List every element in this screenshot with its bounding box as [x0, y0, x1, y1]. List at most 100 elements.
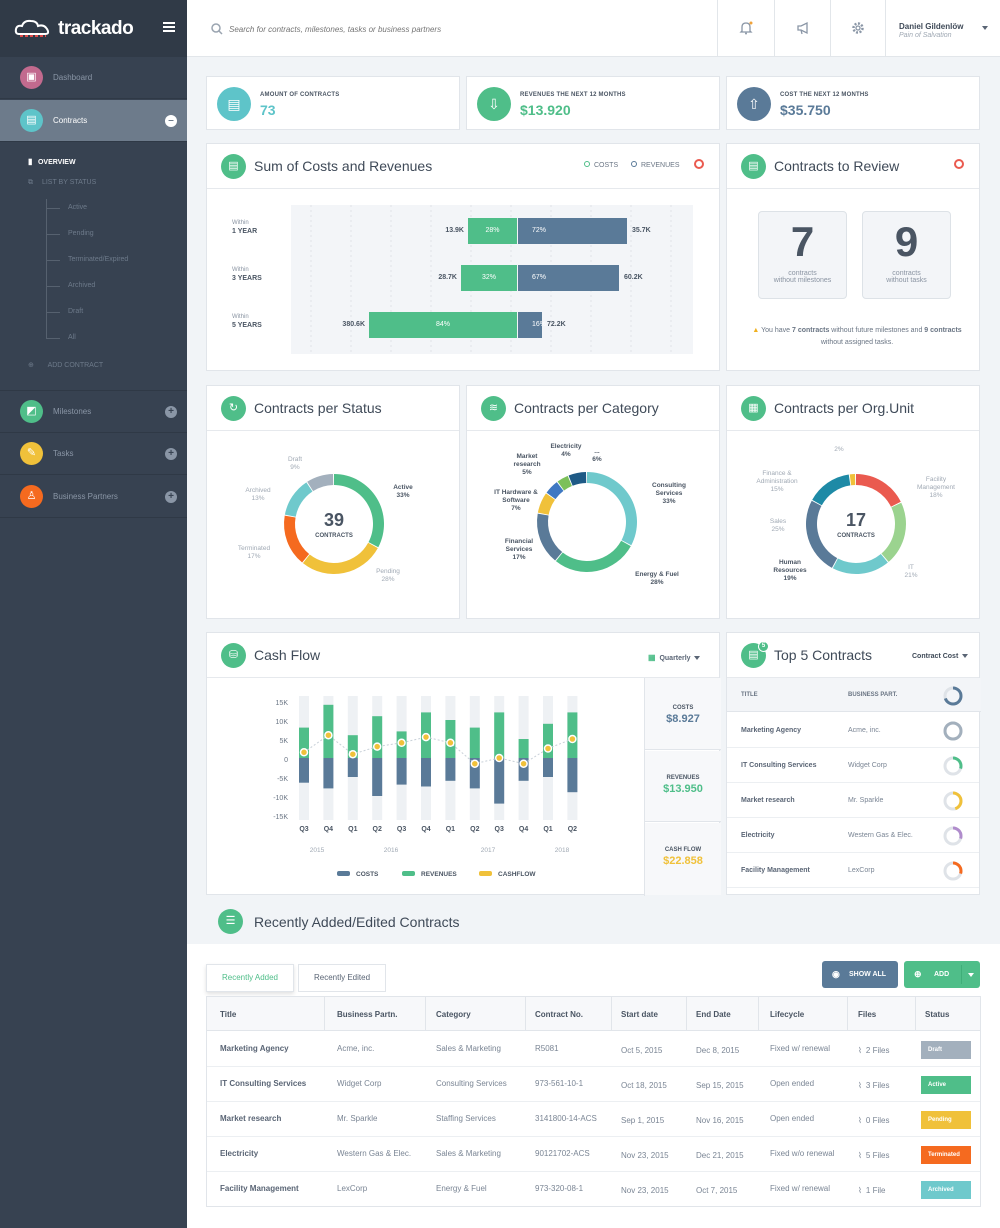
column-header[interactable]: Status [925, 1010, 950, 1019]
revenue-bar[interactable]: 16% [518, 312, 546, 338]
table-row[interactable]: Electricity Western Gas & Elec. Sales & Ma… [207, 1137, 980, 1172]
cost-bar[interactable] [421, 758, 431, 787]
table-row[interactable]: Facility Management LexCorp Energy & Fuel 9… [207, 1172, 980, 1207]
submenu-list-by-status[interactable]: ⧉ LIST BY STATUS [28, 179, 96, 187]
expand-icon[interactable]: + [165, 406, 177, 418]
cost-bar[interactable] [347, 758, 358, 777]
cashflow-point[interactable] [421, 732, 431, 742]
cell-files[interactable]: ⌇ 3 Files [858, 1081, 889, 1090]
column-header[interactable]: Title [220, 1010, 237, 1019]
revenue-bar[interactable] [518, 739, 529, 758]
submenu-add-contract[interactable]: ⊕ ADD CONTRACT [28, 361, 103, 369]
revenue-bar[interactable] [543, 723, 553, 758]
cashflow-point[interactable] [568, 734, 577, 744]
cashflow-point[interactable] [324, 730, 333, 740]
cost-bar[interactable] [469, 758, 480, 789]
review-box-tasks[interactable]: 9 contracts without tasks [862, 211, 951, 299]
revenue-bar[interactable] [299, 727, 309, 758]
pie-slice[interactable] [812, 474, 851, 506]
pie-slice[interactable] [832, 554, 888, 574]
user-menu[interactable]: Daniel Gildenlöw Pain of Salvation [886, 0, 1000, 57]
pie-slice[interactable] [587, 472, 637, 546]
review-box-milestones[interactable]: 7 contracts without milestones [758, 211, 847, 299]
table-row[interactable]: Market research Mr. Sparkle [727, 783, 979, 818]
pie-slice[interactable] [557, 475, 572, 491]
cost-bar[interactable] [372, 758, 383, 796]
cost-bar[interactable] [567, 758, 578, 793]
pie-slice[interactable] [881, 502, 906, 562]
pie-slice[interactable] [555, 540, 631, 572]
table-row[interactable]: IT Consulting Services Widget Corp Consult… [207, 1067, 980, 1102]
sort-select[interactable]: Contract Cost [912, 653, 969, 660]
expand-icon[interactable]: + [165, 491, 177, 503]
cashflow-point[interactable] [299, 748, 309, 757]
cell-files[interactable]: ⌇ 5 Files [858, 1151, 889, 1160]
table-row[interactable]: Facility Management LexCorp [727, 853, 979, 888]
submenu-status-draft[interactable]: Draft [46, 308, 83, 315]
submenu-status-archived[interactable]: Archived [46, 282, 95, 289]
tab-recently-added[interactable]: Recently Added [206, 964, 294, 992]
cashflow-point[interactable] [397, 738, 406, 748]
add-button[interactable]: ⊕ ADD [904, 961, 980, 988]
cashflow-point[interactable] [519, 759, 528, 768]
cashflow-point[interactable] [494, 753, 504, 763]
table-row[interactable]: Marketing Agency Acme, inc. Sales & Market… [207, 1032, 980, 1067]
cost-bar[interactable]: 84% [369, 312, 517, 338]
table-row[interactable]: Market research Mr. Sparkle Staffing Servi… [207, 1102, 980, 1137]
submenu-overview[interactable]: ▮ OVERVIEW [28, 157, 76, 166]
chevron-down-icon[interactable] [968, 973, 974, 977]
notifications-button[interactable] [718, 0, 774, 57]
cost-bar[interactable] [445, 758, 456, 781]
table-row[interactable]: IT Consulting Services Widget Corp [727, 748, 979, 783]
cost-bar[interactable]: 28% [468, 218, 517, 244]
cell-files[interactable]: ⌇ 0 Files [858, 1116, 889, 1125]
column-header[interactable]: Lifecycle [770, 1010, 805, 1019]
cell-files[interactable]: ⌇ 2 Files [858, 1046, 889, 1055]
table-row[interactable]: Marketing Agency Acme, inc. [727, 713, 979, 748]
table-row[interactable]: Electricity Western Gas & Elec. [727, 818, 979, 853]
cashflow-point[interactable] [348, 749, 358, 759]
sidebar-item-contracts[interactable]: ▤ Contracts – [0, 100, 187, 142]
pie-slice[interactable] [302, 542, 378, 574]
sidebar-item-tasks[interactable]: ✎ Tasks + [0, 433, 187, 475]
pie-slice[interactable] [537, 493, 555, 515]
cashflow-point[interactable] [543, 744, 553, 753]
revenue-bar[interactable]: 67% [518, 265, 619, 291]
revenue-bar[interactable] [372, 716, 383, 758]
help-icon[interactable] [694, 159, 704, 169]
submenu-status-all[interactable]: All [46, 334, 76, 341]
cell-files[interactable]: ⌇ 1 File [858, 1186, 885, 1195]
cost-bar[interactable] [323, 758, 334, 789]
column-header[interactable]: Contract No. [535, 1010, 583, 1019]
cost-bar[interactable] [518, 758, 529, 781]
search-input[interactable] [229, 20, 699, 38]
cost-bar[interactable] [299, 758, 309, 783]
sidebar-item-business-partners[interactable]: ♙ Business Partners + [0, 476, 187, 518]
pie-slice[interactable] [546, 482, 564, 500]
settings-button[interactable] [831, 0, 885, 57]
pie-slice[interactable] [856, 474, 901, 507]
sidebar-item-dashboard[interactable]: ▣ Dashboard [0, 57, 187, 99]
pie-slice[interactable] [806, 500, 838, 568]
revenue-bar[interactable] [347, 735, 358, 758]
submenu-status-active[interactable]: Active [46, 204, 87, 211]
column-header[interactable]: Start date [621, 1010, 658, 1019]
cashflow-point[interactable] [470, 759, 480, 768]
help-icon[interactable] [954, 159, 964, 169]
column-header[interactable]: End Date [696, 1010, 731, 1019]
revenue-bar[interactable] [494, 712, 505, 758]
cost-bar[interactable] [494, 758, 505, 804]
tab-recently-edited[interactable]: Recently Edited [298, 964, 386, 992]
cost-bar[interactable] [543, 758, 553, 777]
pie-slice[interactable] [307, 474, 334, 492]
period-select[interactable]: ▦ Quarterly [648, 653, 701, 662]
submenu-status-terminated[interactable]: Terminated/Expired [46, 256, 128, 263]
pie-slice[interactable] [537, 513, 563, 561]
revenue-bar[interactable] [469, 727, 480, 758]
revenue-bar[interactable]: 72% [518, 218, 627, 244]
sidebar-item-milestones[interactable]: ◩ Milestones + [0, 391, 187, 433]
cost-bar[interactable] [396, 758, 407, 785]
show-all-button[interactable]: ◉ SHOW ALL [822, 961, 898, 988]
cashflow-point[interactable] [372, 742, 382, 751]
column-header[interactable]: Business Partn. [337, 1010, 398, 1019]
